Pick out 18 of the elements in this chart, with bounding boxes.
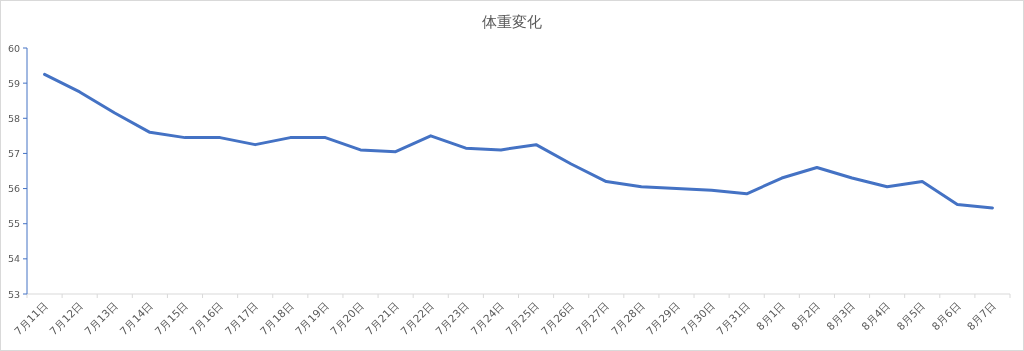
x-tick-label: 7月11日 (11, 298, 50, 338)
x-tick-label: 8月6日 (929, 298, 963, 333)
x-tick-label: 8月5日 (894, 298, 928, 333)
x-tick-label: 8月4日 (859, 298, 893, 333)
x-tick-label: 8月1日 (753, 298, 788, 333)
y-tick-label: 54 (7, 253, 20, 265)
chart-title: 体重変化 (482, 13, 542, 31)
y-tick-label: 57 (7, 147, 20, 159)
x-tick-label: 8月2日 (788, 298, 823, 333)
y-tick-label: 59 (7, 77, 20, 89)
y-tick-label: 55 (7, 218, 20, 230)
y-tick-label: 60 (7, 42, 20, 54)
y-tick-label: 53 (7, 288, 20, 300)
x-tick-label: 8月3日 (823, 298, 858, 333)
line-series (43, 72, 994, 210)
y-tick-label: 56 (7, 183, 20, 195)
y-tick-label: 58 (7, 112, 20, 124)
x-tick-label: 8月7日 (964, 298, 998, 333)
